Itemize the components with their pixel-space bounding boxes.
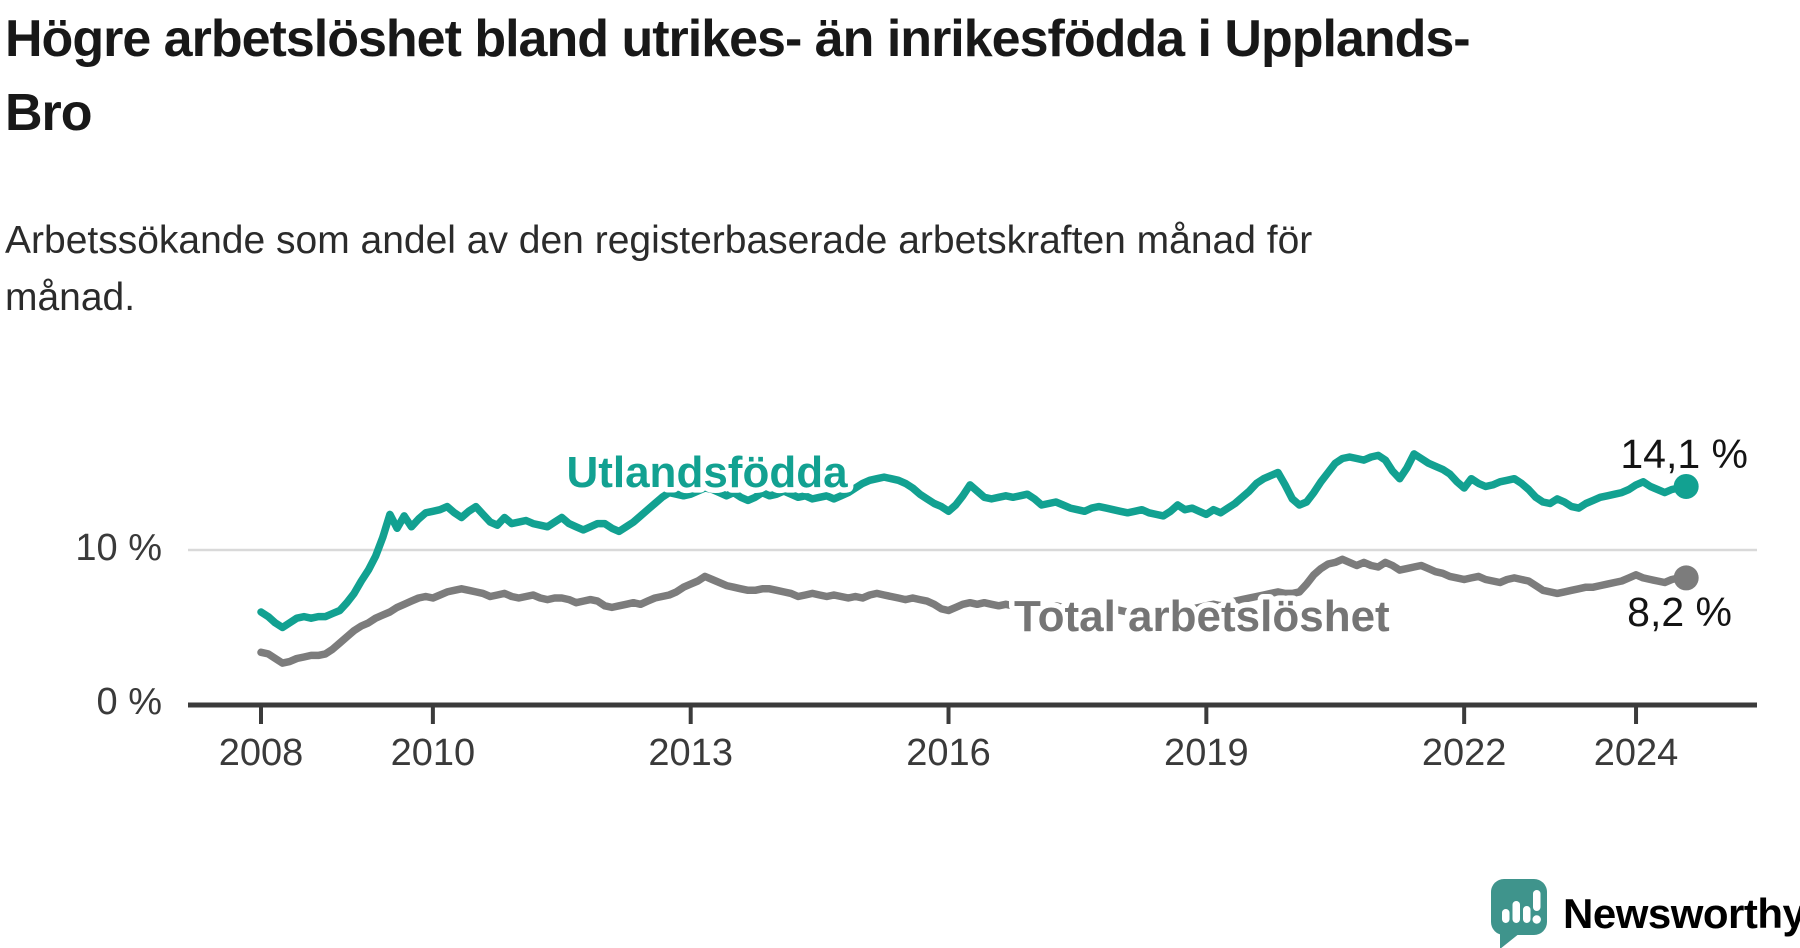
end-value-label-foreign-born: 14,1 % xyxy=(1620,431,1748,477)
x-tick-label-2024: 2024 xyxy=(1593,732,1679,774)
series-line-total xyxy=(257,555,1690,667)
series-label-total: Total arbetslöshet xyxy=(1014,592,1390,641)
newsworthy-logo-text: Newsworthy xyxy=(1563,890,1800,937)
series-line-foreign-born xyxy=(257,450,1690,632)
x-tick-label-2022: 2022 xyxy=(1421,732,1507,774)
newsworthy-logo-icon xyxy=(1491,879,1547,948)
x-tick-label-2013: 2013 xyxy=(648,732,733,774)
x-tick-label-2008: 2008 xyxy=(218,732,304,774)
chart-subtitle: Arbetssökande som andel av den registerb… xyxy=(5,219,1313,319)
end-value-label-total: 8,2 % xyxy=(1627,589,1732,635)
y-tick-label-10: 10 % xyxy=(75,527,162,569)
x-tick-label-2010: 2010 xyxy=(390,732,476,774)
series-label-foreign-born: Utlandsfödda xyxy=(566,448,848,497)
series-end-dot-foreign-born xyxy=(1673,473,1699,499)
y-tick-label-0: 0 % xyxy=(96,681,162,723)
newsworthy-logo: Newsworthy xyxy=(1490,878,1800,948)
series-end-dot-total xyxy=(1673,565,1699,591)
x-tick-label-2019: 2019 xyxy=(1164,732,1249,774)
x-tick-label-2016: 2016 xyxy=(906,732,991,774)
chart-title: Högre arbetslöshet bland utrikes- än inr… xyxy=(5,10,1471,142)
